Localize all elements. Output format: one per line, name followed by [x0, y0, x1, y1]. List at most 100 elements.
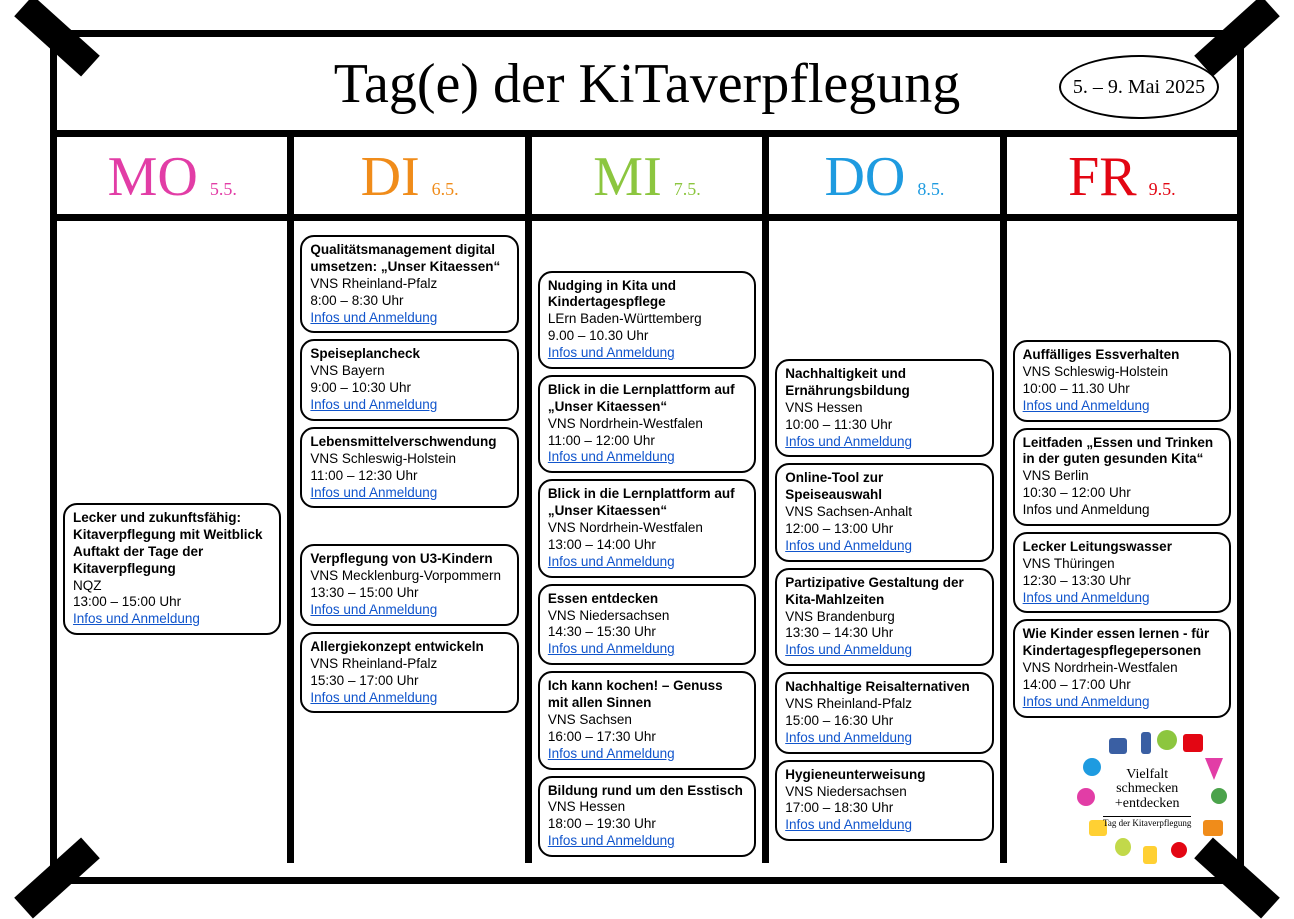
event-title: Speiseplancheck	[310, 346, 508, 363]
event-link[interactable]: Infos und Anmeldung	[785, 817, 983, 834]
event-link[interactable]: Infos und Anmeldung	[548, 641, 746, 658]
event-title: Nudging in Kita und Kindertagespflege	[548, 278, 746, 312]
event-time: 15:00 – 16:30 Uhr	[785, 713, 983, 730]
day-col-mo: Lecker und zukunftsfähig: Kitaverpflegun…	[57, 221, 294, 863]
event-link[interactable]: Infos und Anmeldung	[785, 730, 983, 747]
day-date: 6.5.	[432, 179, 459, 200]
event-card: Verpflegung von U3-KindernVNS Mecklenbur…	[300, 544, 518, 626]
event-link[interactable]: Infos und Anmeldung	[785, 434, 983, 451]
calendar-frame: Tag(e) der KiTaverpflegung 5. – 9. Mai 2…	[50, 30, 1244, 884]
vielfalt-logo: Vielfaltschmecken+entdeckenTag der Kitav…	[1071, 728, 1231, 857]
event-org: VNS Hessen	[548, 799, 746, 816]
event-title: Online-Tool zur Speiseauswahl	[785, 470, 983, 504]
event-link[interactable]: Infos und Anmeldung	[1023, 398, 1221, 415]
day-abbr: MI	[593, 145, 661, 209]
event-link: Infos und Anmeldung	[1023, 502, 1221, 519]
days-body: Lecker und zukunftsfähig: Kitaverpflegun…	[57, 221, 1237, 863]
event-org: NQZ	[73, 578, 271, 595]
page-title: Tag(e) der KiTaverpflegung	[334, 52, 961, 116]
event-link[interactable]: Infos und Anmeldung	[548, 746, 746, 763]
logo-blob	[1157, 730, 1177, 750]
event-link[interactable]: Infos und Anmeldung	[310, 690, 508, 707]
event-time: 8:00 – 8:30 Uhr	[310, 293, 508, 310]
event-org: VNS Nordrhein-Westfalen	[548, 520, 746, 537]
event-time: 18:00 – 19:30 Uhr	[548, 816, 746, 833]
event-title: Nachhaltige Reisalternativen	[785, 679, 983, 696]
event-org: VNS Nordrhein-Westfalen	[548, 416, 746, 433]
event-link[interactable]: Infos und Anmeldung	[785, 642, 983, 659]
event-card: Bildung rund um den EsstischVNS Hessen18…	[538, 776, 756, 858]
event-time: 9.00 – 10.30 Uhr	[548, 328, 746, 345]
event-link[interactable]: Infos und Anmeldung	[785, 538, 983, 555]
header: Tag(e) der KiTaverpflegung 5. – 9. Mai 2…	[57, 37, 1237, 137]
event-link[interactable]: Infos und Anmeldung	[310, 310, 508, 327]
event-card: Auffälliges EssverhaltenVNS Schleswig-Ho…	[1013, 340, 1231, 422]
day-col-fr: Auffälliges EssverhaltenVNS Schleswig-Ho…	[1007, 221, 1237, 863]
event-link[interactable]: Infos und Anmeldung	[548, 833, 746, 850]
logo-blob	[1171, 842, 1187, 858]
logo-blob	[1115, 838, 1131, 856]
event-title: Blick in die Lernplattform auf „Unser Ki…	[548, 382, 746, 416]
logo-blob	[1205, 758, 1223, 780]
event-time: 12:00 – 13:00 Uhr	[785, 521, 983, 538]
event-title: Nachhaltigkeit und Ernährungsbildung	[785, 366, 983, 400]
event-card: LebensmittelverschwendungVNS Schleswig-H…	[300, 427, 518, 509]
event-org: VNS Rheinland-Pfalz	[310, 656, 508, 673]
event-card: Qualitätsmanagement digital umsetzen: „U…	[300, 235, 518, 333]
event-org: VNS Schleswig-Holstein	[1023, 364, 1221, 381]
event-title: Verpflegung von U3-Kindern	[310, 551, 508, 568]
event-link[interactable]: Infos und Anmeldung	[1023, 694, 1221, 711]
event-org: VNS Rheinland-Pfalz	[785, 696, 983, 713]
logo-blob	[1183, 734, 1203, 752]
logo-blob	[1211, 788, 1227, 804]
event-time: 13:00 – 15:00 Uhr	[73, 594, 271, 611]
event-card: Lecker LeitungswasserVNS Thüringen12:30 …	[1013, 532, 1231, 614]
event-link[interactable]: Infos und Anmeldung	[548, 345, 746, 362]
event-card: SpeiseplancheckVNS Bayern9:00 – 10:30 Uh…	[300, 339, 518, 421]
event-card: Leitfaden „Essen und Trinken in der gute…	[1013, 428, 1231, 526]
event-card: Online-Tool zur SpeiseauswahlVNS Sachsen…	[775, 463, 993, 561]
event-link[interactable]: Infos und Anmeldung	[1023, 590, 1221, 607]
event-card: Ich kann kochen! – Genuss mit allen Sinn…	[538, 671, 756, 769]
event-time: 11:00 – 12:30 Uhr	[310, 468, 508, 485]
event-card: Nudging in Kita und KindertagespflegeLEr…	[538, 271, 756, 369]
event-link[interactable]: Infos und Anmeldung	[310, 397, 508, 414]
day-col-mi: Nudging in Kita und KindertagespflegeLEr…	[532, 221, 769, 863]
day-col-di: Qualitätsmanagement digital umsetzen: „U…	[294, 221, 531, 863]
event-title: Bildung rund um den Esstisch	[548, 783, 746, 800]
day-date: 5.5.	[210, 179, 237, 200]
event-time: 9:00 – 10:30 Uhr	[310, 380, 508, 397]
event-time: 12:30 – 13:30 Uhr	[1023, 573, 1221, 590]
day-abbr: DI	[361, 145, 420, 209]
event-time: 14:30 – 15:30 Uhr	[548, 624, 746, 641]
event-time: 16:00 – 17:30 Uhr	[548, 729, 746, 746]
logo-blob	[1083, 758, 1101, 776]
event-link[interactable]: Infos und Anmeldung	[548, 554, 746, 571]
event-org: VNS Mecklenburg-Vorpommern	[310, 568, 508, 585]
event-org: LErn Baden-Württemberg	[548, 311, 746, 328]
event-card: Lecker und zukunftsfähig: Kitaverpflegun…	[63, 503, 281, 635]
event-org: VNS Thüringen	[1023, 556, 1221, 573]
event-time: 13:30 – 15:00 Uhr	[310, 585, 508, 602]
day-date: 9.5.	[1149, 179, 1176, 200]
event-time: 10:30 – 12:00 Uhr	[1023, 485, 1221, 502]
event-org: VNS Sachsen-Anhalt	[785, 504, 983, 521]
day-date: 7.5.	[674, 179, 701, 200]
days-header: MO5.5.DI6.5.MI7.5.DO8.5.FR9.5.	[57, 137, 1237, 221]
event-time: 15:30 – 17:00 Uhr	[310, 673, 508, 690]
day-abbr: FR	[1068, 145, 1137, 209]
day-head-mo: MO5.5.	[57, 137, 294, 214]
logo-text: Vielfaltschmecken+entdeckenTag der Kitav…	[1103, 768, 1191, 829]
event-time: 11:00 – 12:00 Uhr	[548, 433, 746, 450]
event-title: Essen entdecken	[548, 591, 746, 608]
event-card: Wie Kinder essen lernen - für Kindertage…	[1013, 619, 1231, 717]
logo-blob	[1143, 846, 1157, 864]
event-link[interactable]: Infos und Anmeldung	[548, 449, 746, 466]
day-head-fr: FR 9.5.	[1007, 137, 1237, 214]
event-link[interactable]: Infos und Anmeldung	[310, 602, 508, 619]
logo-blob	[1141, 732, 1151, 754]
event-link[interactable]: Infos und Anmeldung	[73, 611, 271, 628]
event-link[interactable]: Infos und Anmeldung	[310, 485, 508, 502]
event-title: Ich kann kochen! – Genuss mit allen Sinn…	[548, 678, 746, 712]
event-title: Qualitätsmanagement digital umsetzen: „U…	[310, 242, 508, 276]
